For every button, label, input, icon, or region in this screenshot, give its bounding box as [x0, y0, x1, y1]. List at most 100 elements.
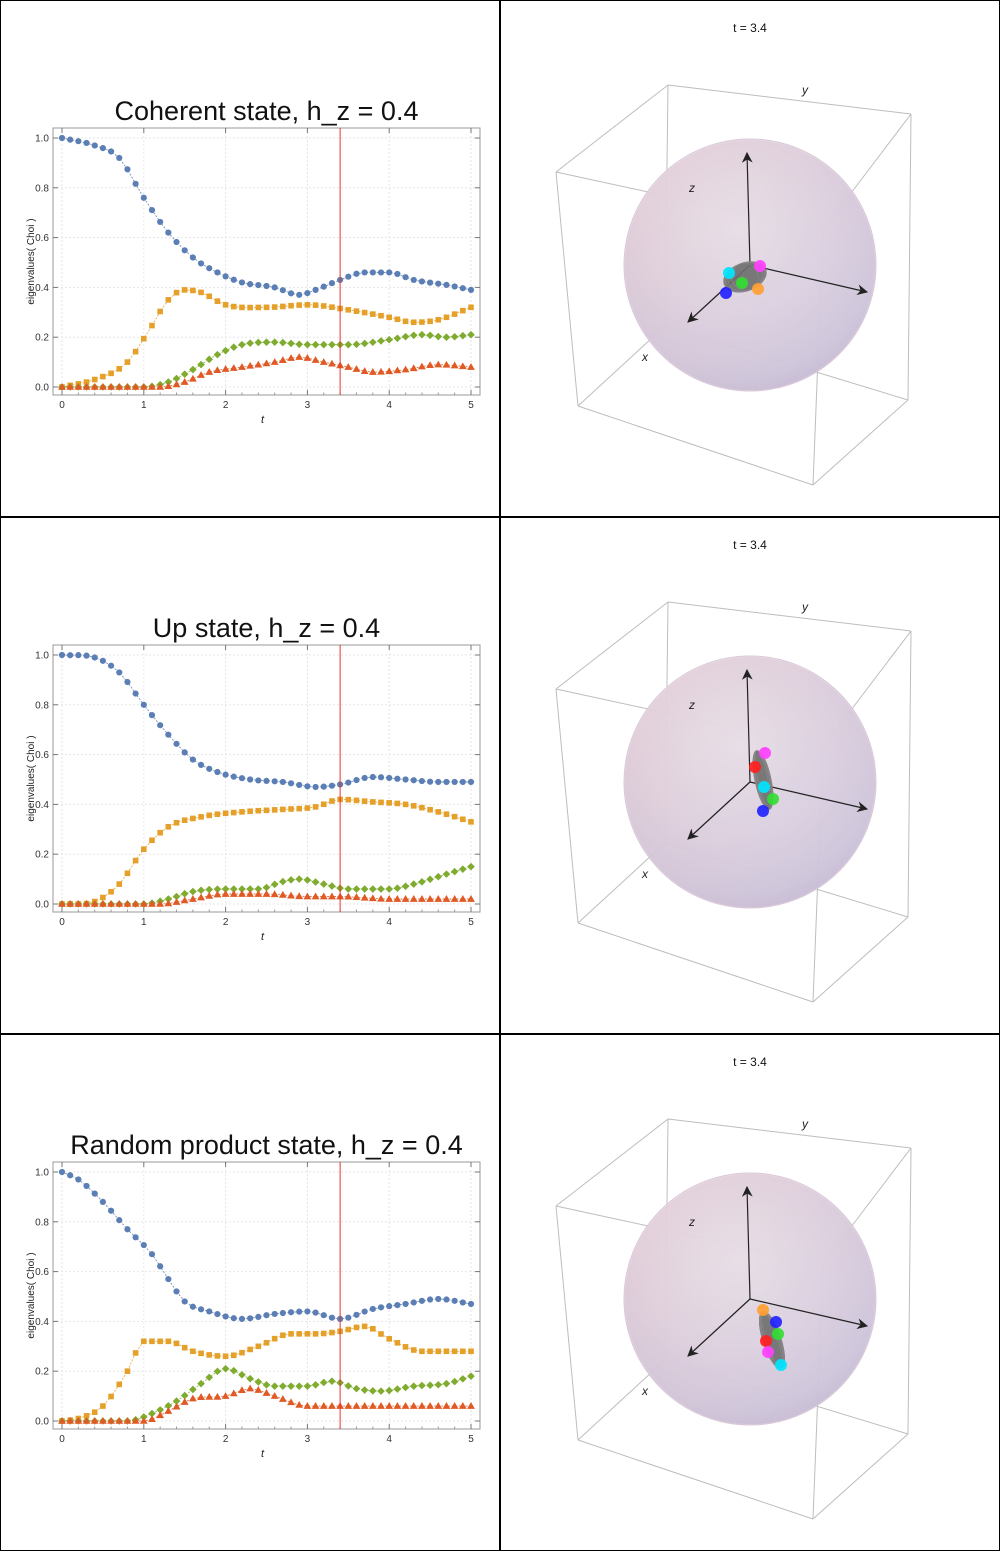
data-point [181, 1298, 188, 1305]
data-point [205, 891, 214, 899]
data-point [181, 1344, 188, 1351]
box-edge [555, 171, 579, 407]
data-point [131, 900, 140, 907]
data-point [124, 166, 131, 173]
data-point [361, 309, 368, 316]
data-point [278, 1395, 287, 1402]
data-point [197, 371, 205, 378]
data-point [360, 885, 369, 893]
data-point [270, 358, 279, 365]
data-point [173, 740, 180, 747]
data-point [450, 332, 459, 341]
box-edge [577, 405, 814, 486]
data-point [262, 359, 271, 367]
state-dot [720, 287, 732, 299]
data-point [410, 803, 417, 809]
data-point [377, 894, 385, 902]
x-tick-label: 2 [223, 917, 229, 928]
x-tick-label: 1 [141, 400, 147, 411]
data-point [270, 1382, 279, 1390]
y-axis-name: y [801, 83, 809, 97]
data-point [370, 311, 376, 317]
y-tick-label: 0.8 [35, 183, 49, 194]
data-point [311, 878, 320, 886]
data-point [172, 374, 181, 383]
data-point [394, 270, 401, 278]
data-point [83, 139, 90, 147]
state-dot [770, 1316, 782, 1328]
y-axis-arrow [749, 264, 869, 296]
data-point [279, 287, 286, 294]
z-axis-name: z [688, 698, 695, 712]
data-point [246, 361, 255, 369]
data-point [116, 881, 123, 887]
data-point [435, 809, 442, 815]
data-point [296, 302, 303, 308]
data-point [230, 773, 237, 780]
data-point [401, 332, 410, 341]
data-point [221, 365, 230, 372]
data-point [402, 801, 409, 808]
data-point [369, 1305, 376, 1313]
data-point [222, 771, 229, 778]
data-point [107, 900, 115, 907]
data-point [329, 304, 335, 310]
state-dot [757, 805, 769, 817]
data-point [189, 1303, 196, 1310]
data-point [239, 1349, 245, 1356]
data-point [157, 722, 164, 729]
data-point [157, 829, 163, 836]
data-point [58, 651, 66, 659]
data-point [221, 885, 230, 893]
data-point [255, 1313, 262, 1320]
y-axis-label: eigenvalues( Choi ) [26, 735, 37, 821]
data-point [328, 340, 336, 349]
time-label: t = 3.4 [733, 1055, 767, 1069]
data-point [180, 1391, 189, 1400]
data-point [139, 900, 148, 907]
y-tick-label: 0.6 [35, 233, 49, 244]
x-tick-label: 5 [468, 400, 474, 411]
data-point [254, 890, 263, 897]
data-point [312, 783, 319, 791]
y-axis-name: y [801, 1117, 809, 1131]
data-point [99, 1417, 107, 1424]
data-point [345, 1326, 352, 1333]
plot-frame [52, 1161, 481, 1430]
data-point [188, 895, 197, 902]
data-point [361, 269, 368, 276]
data-point [409, 1402, 418, 1409]
x-tick-label: 3 [305, 917, 311, 928]
data-point [262, 338, 271, 346]
chart-2: 0 1 2 3 4 5 0.0 0.2 0.4 0.6 0.8 1.0 t eigenvalues( Ch… [26, 1130, 481, 1460]
box-edge [812, 916, 909, 1003]
data-point [427, 279, 434, 286]
data-point [99, 657, 106, 664]
data-point [459, 1299, 466, 1306]
data-point [401, 1402, 410, 1409]
data-point [328, 782, 336, 789]
data-point [427, 318, 433, 325]
data-point [409, 331, 418, 340]
data-point [238, 1315, 246, 1323]
box-edge [812, 399, 909, 486]
y-tick-label: 0.0 [35, 900, 49, 911]
y-tick-label: 0.0 [35, 1417, 49, 1428]
data-point [246, 339, 254, 347]
data-point [410, 777, 417, 784]
data-point [304, 1308, 311, 1315]
data-point [172, 898, 181, 905]
data-point [312, 302, 319, 308]
data-point [131, 383, 140, 390]
data-point [247, 808, 253, 815]
data-point [377, 1387, 385, 1395]
data-point [320, 1312, 327, 1319]
data-point [197, 893, 205, 901]
data-point [165, 731, 172, 738]
series-0 [58, 134, 475, 298]
y-tick-label: 0.4 [35, 1317, 49, 1328]
data-point [393, 884, 402, 893]
chart-1: 0 1 2 3 4 5 0.0 0.2 0.4 0.6 0.8 1.0 t eigenvalues( Ch… [26, 613, 481, 943]
data-point [205, 368, 214, 375]
data-point [304, 805, 311, 811]
